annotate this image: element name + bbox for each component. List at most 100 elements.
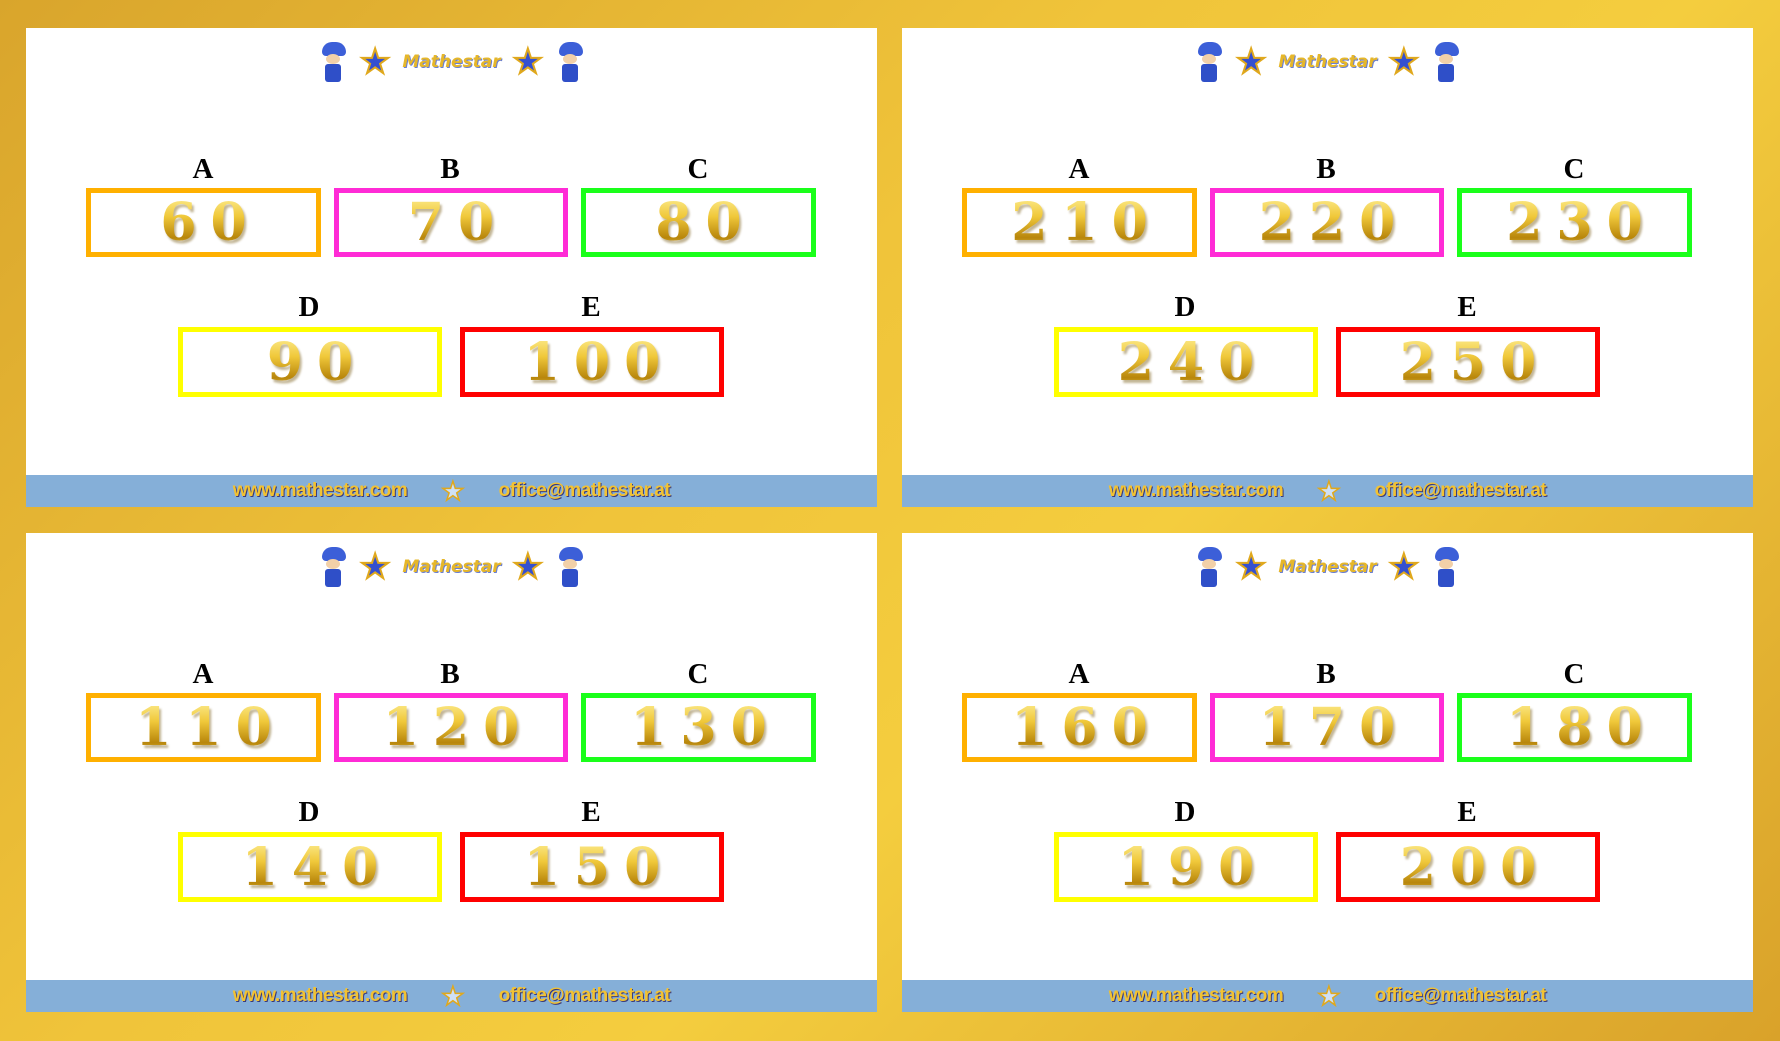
star-icon: ★ <box>359 43 392 81</box>
wizard-icon <box>1194 547 1224 587</box>
wizard-icon <box>318 42 348 82</box>
number-d: 140 <box>228 837 393 898</box>
website-link[interactable]: www.mathestar.com <box>232 985 408 1006</box>
wizard-icon <box>1431 547 1461 587</box>
label-a: A <box>192 153 214 185</box>
label-c: C <box>1563 658 1585 690</box>
number-d: 90 <box>253 332 367 393</box>
number-c: 180 <box>1492 697 1657 758</box>
number-box-a: 210 <box>962 188 1197 257</box>
label-b: B <box>1316 153 1336 185</box>
number-box-b: 70 <box>334 188 568 257</box>
footer-bar: www.mathestar.com ★ office@mathestar.at <box>902 980 1753 1012</box>
label-a: A <box>1068 658 1090 690</box>
star-icon: ★ <box>1388 548 1421 586</box>
number-e: 100 <box>510 332 675 393</box>
star-icon: ★ <box>441 980 466 1012</box>
number-box-e: 150 <box>460 832 724 902</box>
number-a: 110 <box>121 697 286 758</box>
star-icon: ★ <box>512 43 545 81</box>
worksheet-panel: ★ Mathestar ★ A B C D E 210 220 230 240 … <box>902 28 1753 507</box>
label-d: D <box>298 291 320 323</box>
label-a: A <box>1068 153 1090 185</box>
star-icon: ★ <box>1235 548 1268 586</box>
number-box-e: 100 <box>460 327 724 397</box>
number-box-d: 90 <box>178 327 442 397</box>
email-link[interactable]: office@mathestar.at <box>498 985 671 1006</box>
mathestar-logo: ★ Mathestar ★ <box>26 547 877 587</box>
number-box-a: 60 <box>86 188 321 257</box>
star-icon: ★ <box>1317 980 1342 1012</box>
number-b: 220 <box>1245 192 1410 253</box>
number-box-b: 170 <box>1210 693 1444 762</box>
label-e: E <box>1457 796 1477 828</box>
worksheet-panel: ★ Mathestar ★ A B C D E 60 70 80 90 100 … <box>26 28 877 507</box>
wizard-icon <box>1431 42 1461 82</box>
wizard-icon <box>555 547 585 587</box>
number-a: 210 <box>997 192 1162 253</box>
label-e: E <box>581 796 601 828</box>
mathestar-logo: ★ Mathestar ★ <box>902 42 1753 82</box>
website-link[interactable]: www.mathestar.com <box>1108 985 1284 1006</box>
label-c: C <box>687 153 709 185</box>
email-link[interactable]: office@mathestar.at <box>1374 480 1547 501</box>
label-c: C <box>687 658 709 690</box>
label-e: E <box>1457 291 1477 323</box>
number-box-c: 130 <box>581 693 816 762</box>
number-box-c: 180 <box>1457 693 1692 762</box>
wizard-icon <box>1194 42 1224 82</box>
label-b: B <box>440 658 460 690</box>
brand-name: Mathestar <box>402 557 501 577</box>
number-box-a: 160 <box>962 693 1197 762</box>
number-box-d: 240 <box>1054 327 1318 397</box>
number-d: 190 <box>1104 837 1269 898</box>
number-b: 70 <box>394 192 508 253</box>
label-d: D <box>1174 291 1196 323</box>
label-d: D <box>1174 796 1196 828</box>
star-icon: ★ <box>1235 43 1268 81</box>
label-c: C <box>1563 153 1585 185</box>
footer-bar: www.mathestar.com ★ office@mathestar.at <box>26 980 877 1012</box>
star-icon: ★ <box>441 475 466 507</box>
number-a: 60 <box>146 192 260 253</box>
number-a: 160 <box>997 697 1162 758</box>
number-b: 170 <box>1245 697 1410 758</box>
mathestar-logo: ★ Mathestar ★ <box>902 547 1753 587</box>
number-e: 250 <box>1386 332 1551 393</box>
number-box-e: 200 <box>1336 832 1600 902</box>
label-d: D <box>298 796 320 828</box>
number-box-e: 250 <box>1336 327 1600 397</box>
number-c: 130 <box>616 697 781 758</box>
number-e: 150 <box>510 837 675 898</box>
website-link[interactable]: www.mathestar.com <box>1108 480 1284 501</box>
brand-name: Mathestar <box>1278 52 1377 72</box>
number-e: 200 <box>1386 837 1551 898</box>
star-icon: ★ <box>359 548 392 586</box>
email-link[interactable]: office@mathestar.at <box>498 480 671 501</box>
footer-bar: www.mathestar.com ★ office@mathestar.at <box>26 475 877 507</box>
footer-bar: www.mathestar.com ★ office@mathestar.at <box>902 475 1753 507</box>
label-a: A <box>192 658 214 690</box>
label-e: E <box>581 291 601 323</box>
number-box-b: 220 <box>1210 188 1444 257</box>
label-b: B <box>440 153 460 185</box>
star-icon: ★ <box>1317 475 1342 507</box>
number-box-c: 80 <box>581 188 816 257</box>
number-c: 80 <box>641 192 755 253</box>
star-icon: ★ <box>1388 43 1421 81</box>
number-d: 240 <box>1104 332 1269 393</box>
brand-name: Mathestar <box>1278 557 1377 577</box>
number-box-b: 120 <box>334 693 568 762</box>
number-box-c: 230 <box>1457 188 1692 257</box>
label-b: B <box>1316 658 1336 690</box>
number-c: 230 <box>1492 192 1657 253</box>
mathestar-logo: ★ Mathestar ★ <box>26 42 877 82</box>
email-link[interactable]: office@mathestar.at <box>1374 985 1547 1006</box>
worksheet-panel: ★ Mathestar ★ A B C D E 110 120 130 140 … <box>26 533 877 1012</box>
wizard-icon <box>555 42 585 82</box>
wizard-icon <box>318 547 348 587</box>
number-box-d: 190 <box>1054 832 1318 902</box>
website-link[interactable]: www.mathestar.com <box>232 480 408 501</box>
number-box-d: 140 <box>178 832 442 902</box>
star-icon: ★ <box>512 548 545 586</box>
